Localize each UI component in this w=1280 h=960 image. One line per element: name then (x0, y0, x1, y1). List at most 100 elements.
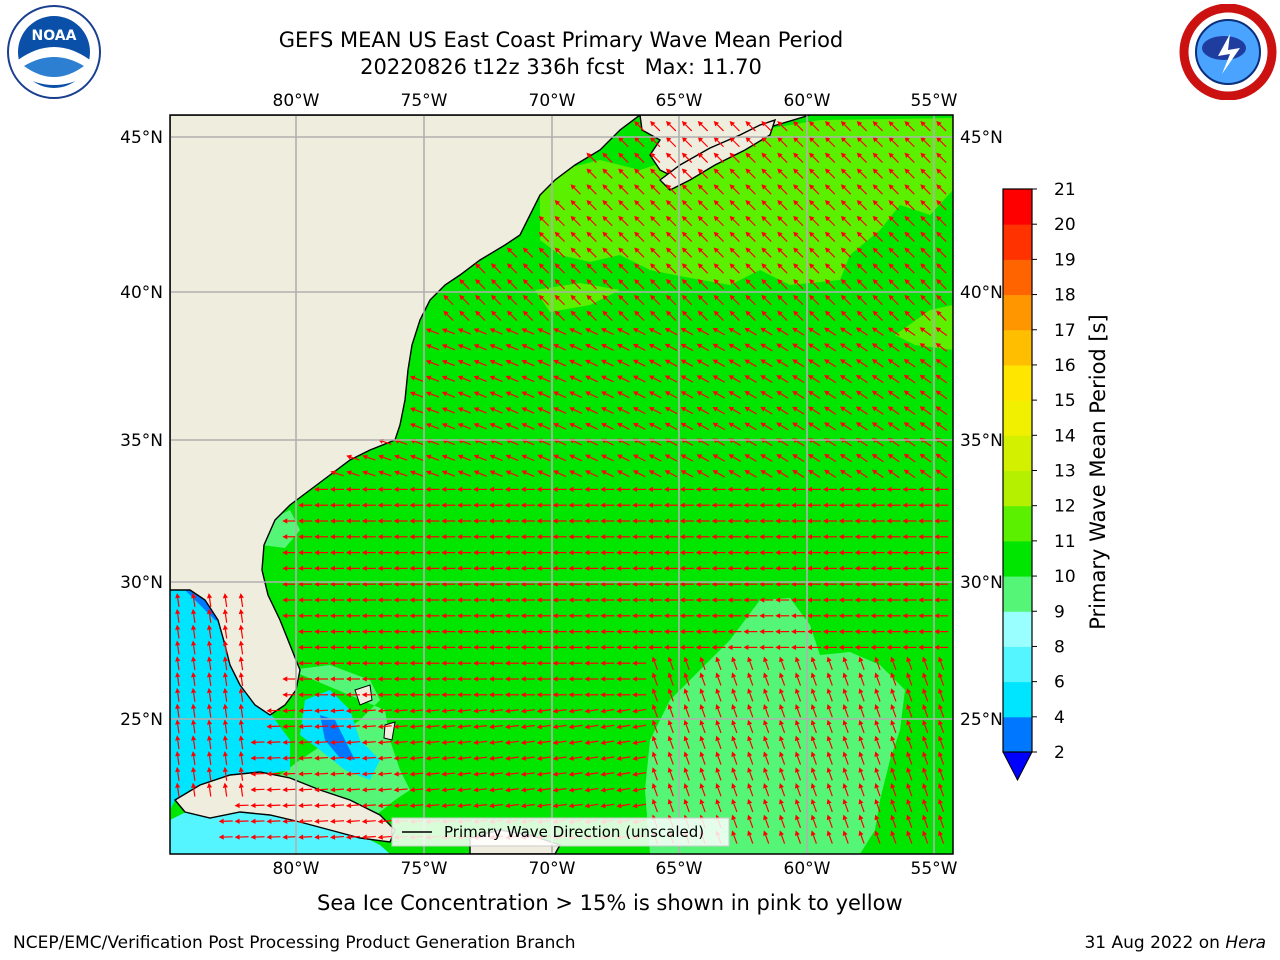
wave-direction-arrowhead (683, 798, 689, 805)
wave-direction-arrowhead (824, 374, 830, 380)
wave-direction-arrowhead (651, 735, 657, 742)
wave-direction-arrowhead (711, 486, 717, 492)
wave-direction-arrowhead (409, 692, 415, 698)
wave-direction-arrowhead (361, 644, 367, 650)
wave-direction-arrowhead (856, 184, 863, 190)
wave-direction-arrowhead (570, 200, 576, 206)
wave-direction-arrow (876, 834, 881, 844)
wave-direction-arrow (240, 645, 244, 655)
wave-direction-arrow (796, 393, 805, 399)
wave-direction-arrow (875, 329, 884, 336)
wave-direction-arrowhead (711, 581, 717, 587)
wave-direction-arrowhead (695, 486, 701, 492)
wave-direction-arrowhead (586, 152, 592, 159)
wave-direction-arrow (398, 772, 408, 775)
wave-direction-arrow (240, 787, 244, 797)
wave-direction-arrowhead (584, 502, 590, 508)
wave-direction-arrowhead (680, 359, 687, 365)
wave-direction-arrowhead (760, 375, 766, 380)
wave-direction-arrowhead (934, 597, 940, 603)
wave-direction-arrow (860, 771, 865, 781)
wave-direction-arrow (923, 471, 932, 479)
wave-direction-arrowhead (191, 624, 197, 630)
wave-direction-arrow (605, 424, 614, 430)
wave-direction-arrowhead (683, 672, 689, 679)
wave-direction-arrowhead (935, 343, 942, 349)
wave-direction-arrowhead (234, 818, 240, 824)
wave-direction-arrowhead (345, 534, 351, 540)
wave-direction-arrow (860, 724, 865, 734)
wave-direction-arrowhead (457, 692, 463, 698)
wave-direction-arrowhead (441, 423, 448, 428)
wave-direction-arrowhead (777, 152, 783, 159)
wave-direction-arrow (589, 377, 598, 383)
wave-direction-arrow (541, 472, 551, 478)
machine-name: Hera (1225, 933, 1266, 953)
wave-direction-arrowhead (681, 168, 688, 174)
wave-direction-arrowhead (314, 723, 320, 730)
wave-direction-arrowhead (809, 263, 815, 269)
wave-direction-arrowhead (872, 121, 879, 127)
wave-direction-arrowhead (616, 644, 622, 650)
wave-direction-arrowhead (715, 751, 721, 758)
wave-direction-arrowhead (362, 454, 368, 460)
wave-direction-arrowhead (663, 534, 669, 540)
wave-direction-arrowhead (822, 644, 828, 650)
wave-direction-arrow (684, 472, 694, 478)
wave-direction-arrow (478, 772, 488, 775)
wave-direction-arrowhead (282, 692, 288, 698)
wave-direction-arrowhead (298, 708, 304, 714)
wave-direction-arrowhead (521, 470, 528, 476)
wave-direction-arrowhead (667, 719, 673, 726)
wave-direction-arrowhead (570, 294, 576, 301)
wave-direction-arrowhead (282, 534, 288, 540)
wave-direction-arrow (717, 740, 722, 749)
wave-direction-arrowhead (586, 294, 592, 301)
wave-direction-arrowhead (775, 565, 781, 571)
wave-direction-arrowhead (681, 279, 688, 285)
wave-direction-arrowhead (632, 597, 638, 603)
wave-direction-arrow (637, 313, 645, 321)
wave-direction-arrowhead (824, 168, 831, 174)
wave-direction-arrowhead (266, 771, 272, 777)
wave-direction-arrowhead (234, 802, 240, 809)
wave-direction-arrow (812, 250, 820, 258)
arrow-legend: Primary Wave Direction (unscaled) (391, 817, 730, 847)
wave-direction-arrowhead (760, 327, 766, 333)
top-longitude-label: 70°W (529, 91, 576, 111)
wave-direction-arrow (700, 297, 709, 306)
wave-direction-arrow (700, 456, 710, 462)
wave-direction-arrow (573, 724, 583, 728)
wave-direction-arrow (939, 250, 947, 258)
wave-direction-arrow (589, 282, 597, 290)
wave-direction-arrowhead (871, 453, 878, 459)
wave-direction-arrow (923, 218, 931, 227)
wave-direction-arrow (589, 724, 599, 728)
wave-direction-arrowhead (809, 168, 815, 174)
wave-direction-arrow (478, 440, 487, 446)
wave-direction-arrow (653, 676, 658, 686)
wave-direction-arrow (653, 740, 658, 749)
wave-direction-arrowhead (584, 644, 590, 650)
wave-direction-arrowhead (936, 279, 942, 285)
wave-direction-arrowhead (504, 550, 510, 556)
wave-direction-arrowhead (377, 755, 383, 761)
wave-direction-arrowhead (874, 783, 880, 789)
wave-direction-arrowhead (473, 375, 480, 381)
wave-direction-arrowhead (504, 486, 510, 492)
wave-direction-arrowhead (601, 328, 607, 333)
wave-direction-arrow (573, 377, 583, 383)
wave-direction-arrow (748, 234, 756, 242)
wave-direction-arrow (653, 282, 661, 290)
wave-direction-arrow (621, 408, 630, 415)
wave-direction-arrow (796, 755, 802, 765)
wave-direction-arrowhead (838, 629, 844, 635)
wave-direction-arrowhead (505, 407, 512, 412)
noaa-logo-icon: NOAA (7, 5, 101, 99)
wave-direction-arrow (748, 361, 757, 368)
wave-direction-arrowhead (409, 771, 415, 777)
wave-direction-arrowhead (298, 581, 304, 587)
wave-direction-arrow (892, 787, 897, 797)
wave-direction-arrowhead (887, 469, 894, 475)
wave-direction-arrow (796, 724, 802, 734)
